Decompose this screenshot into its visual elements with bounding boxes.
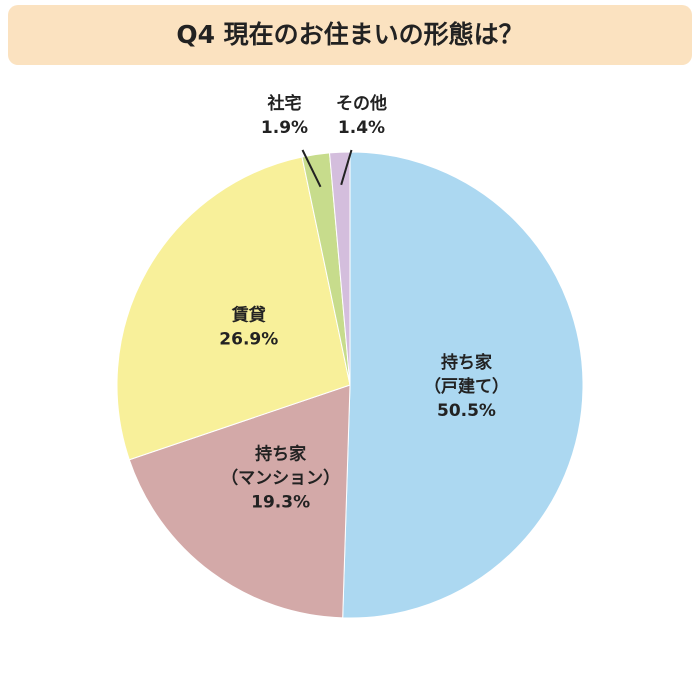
slice-label: 賃貸 xyxy=(231,304,266,325)
value-label: 26.9% xyxy=(219,329,278,349)
value-label: 1.9% xyxy=(261,118,308,138)
value-label: 50.5% xyxy=(437,401,496,421)
slice-label: 持ち家 xyxy=(255,444,306,465)
slice-label: （戸建て） xyxy=(424,376,509,397)
slice-label: （マンション） xyxy=(221,468,340,489)
pie-slice xyxy=(116,156,351,461)
slice-label: その他 xyxy=(336,93,387,114)
leader-line xyxy=(340,149,353,186)
value-label: 1.4% xyxy=(338,118,385,138)
value-label: 19.3% xyxy=(251,493,310,513)
leader-line xyxy=(301,149,322,188)
title-bar xyxy=(8,5,692,65)
slice-label: 社宅 xyxy=(267,93,302,114)
slice-label: 持ち家 xyxy=(441,352,492,373)
pie-slice xyxy=(128,384,351,619)
chart-title: Q4 現在のお住まいの形態は？ xyxy=(176,20,523,49)
pie-slice xyxy=(342,151,584,619)
